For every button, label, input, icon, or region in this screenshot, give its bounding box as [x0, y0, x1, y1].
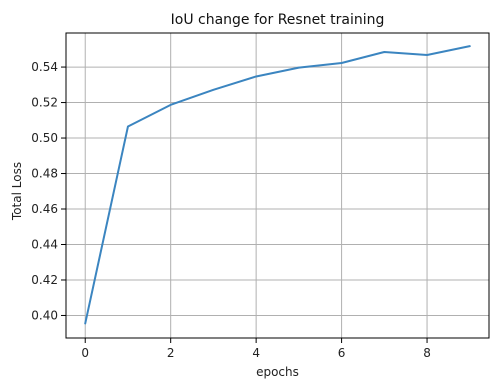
y-tick-label: 0.44	[31, 237, 58, 251]
axes-layer	[65, 32, 490, 339]
y-tick-label: 0.54	[31, 60, 58, 74]
x-tick-label: 6	[338, 346, 346, 360]
y-tick-label: 0.48	[31, 167, 58, 181]
series-layer	[84, 45, 471, 325]
plot-frame	[65, 32, 490, 339]
grid-layer	[66, 33, 489, 338]
chart-title: IoU change for Resnet training	[171, 12, 385, 28]
x-tick-label: 8	[423, 346, 431, 360]
x-tick-label: 2	[167, 346, 175, 360]
x-axis-label: epochs	[256, 365, 299, 379]
y-tick-label: 0.52	[31, 96, 58, 110]
y-tick-label: 0.40	[31, 308, 58, 322]
y-tick-label: 0.50	[31, 131, 58, 145]
y-tick-label: 0.46	[31, 202, 58, 216]
y-axis-label: Total Loss	[10, 162, 24, 221]
y-tick-label: 0.42	[31, 273, 58, 287]
ticks-layer: 0 2 4 6 8 0.40 0.42 0.44 0.46 0.48 0.50 0.52 0.54	[31, 60, 431, 360]
x-tick-label: 4	[252, 346, 260, 360]
x-tick-label: 0	[81, 346, 89, 360]
data-line	[84, 45, 471, 325]
